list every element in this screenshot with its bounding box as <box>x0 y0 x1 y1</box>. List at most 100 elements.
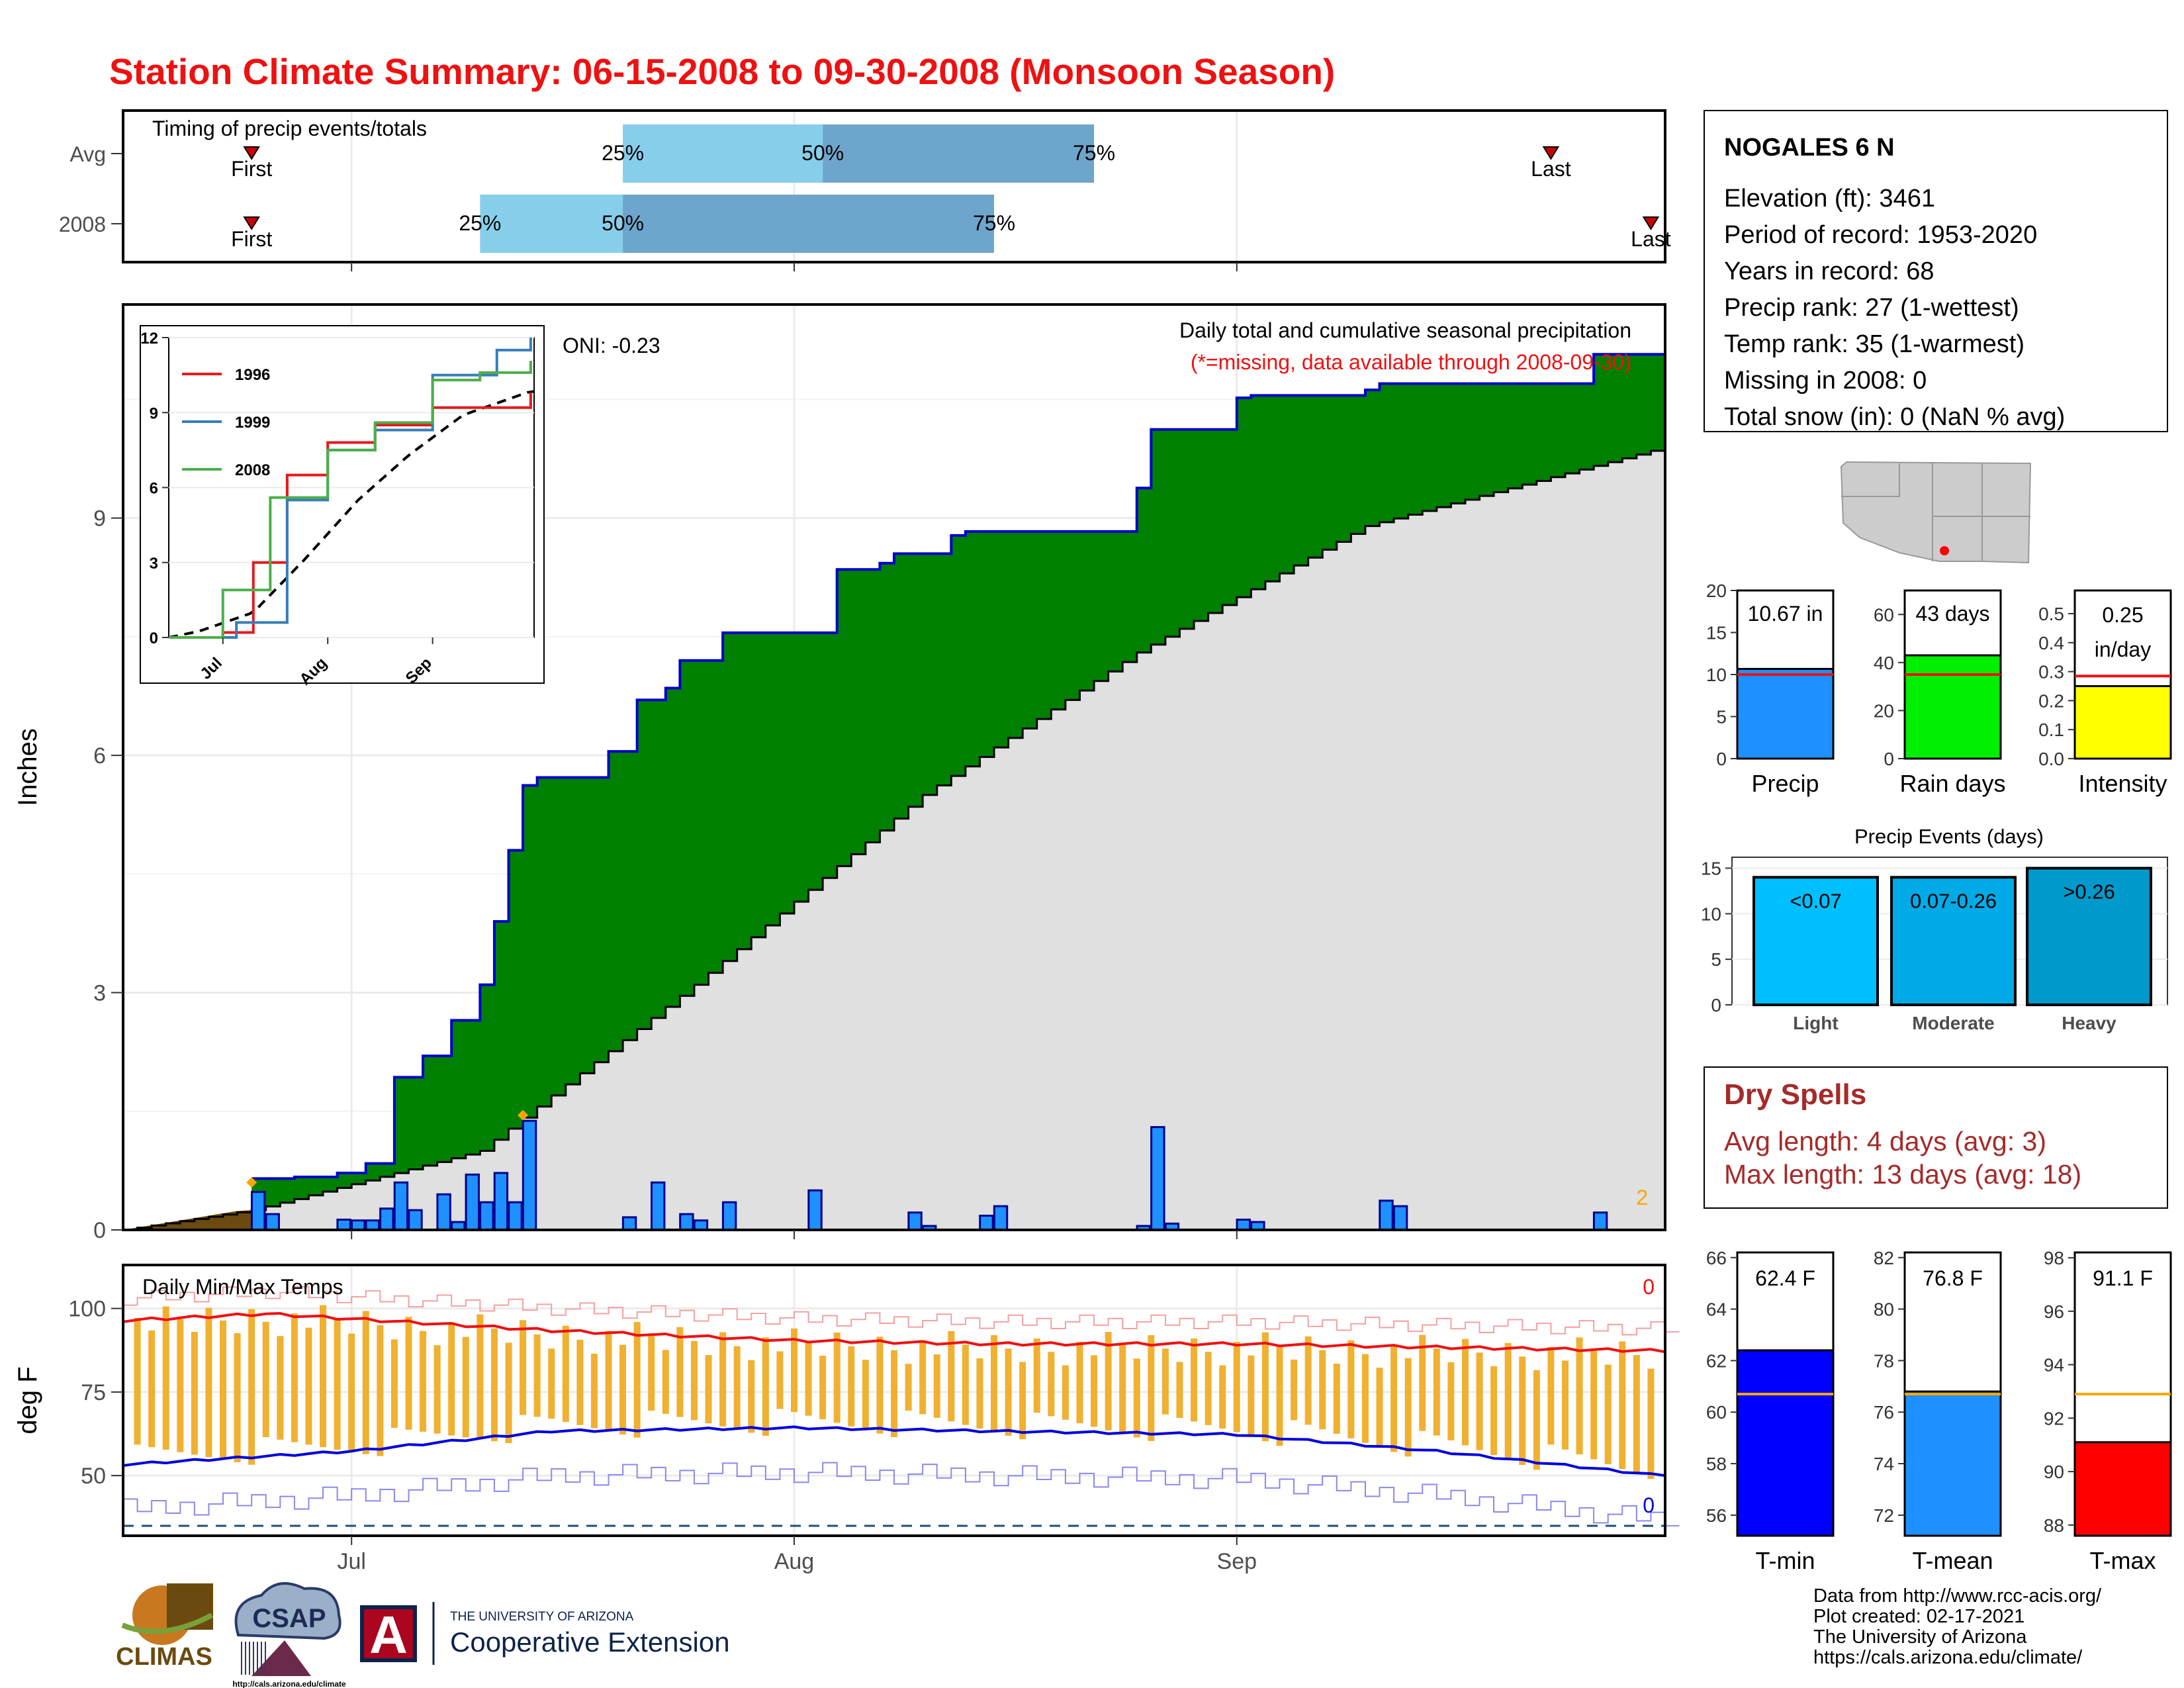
temp-gauge-tick-label: 94 <box>2044 1355 2064 1376</box>
precip-subtitle: Daily total and cumulative seasonal prec… <box>1179 318 1631 342</box>
daily-temp-bar <box>1333 1363 1340 1434</box>
daily-temp-bar <box>1547 1346 1555 1445</box>
temp-gauge-bar-T-max <box>2073 1441 2172 1537</box>
temp-gauge-tick-label: 58 <box>1706 1454 1727 1474</box>
daily-temp-bar <box>590 1353 598 1429</box>
events-tick-label: 15 <box>1701 859 1721 879</box>
daily-temp-bar <box>1276 1346 1283 1446</box>
precip-y-tick-label: 3 <box>93 981 106 1006</box>
daily-temp-bar <box>205 1307 212 1458</box>
daily-temp-bar <box>1347 1340 1355 1438</box>
gauge-tick-label: 60 <box>1874 604 1894 625</box>
daily-precip-bar <box>365 1219 380 1231</box>
daily-precip-bar <box>436 1193 451 1231</box>
gauge-tick-label: 20 <box>1706 581 1727 601</box>
daily-temp-bar <box>477 1314 484 1440</box>
temp-gauge-tick-label: 76 <box>1874 1402 1894 1423</box>
cumulative-2008-line <box>251 353 1665 1180</box>
timing-row-label: Avg <box>69 142 106 166</box>
station-info-line: Temp rank: 35 (1-warmest) <box>1724 330 2025 358</box>
daily-precip-bar <box>993 1205 1009 1231</box>
daily-temp-bar <box>805 1342 812 1416</box>
daily-temp-bar <box>1390 1344 1398 1452</box>
daily-temp-bar <box>1376 1368 1383 1448</box>
daily-temp-bar <box>833 1333 841 1423</box>
locator-map-borders <box>1841 463 2030 561</box>
inset-y-tick-label: 9 <box>150 404 158 422</box>
daily-temp-bar <box>648 1336 655 1411</box>
daily-temp-bar <box>733 1346 741 1430</box>
gauge-tick-label: 0.4 <box>2038 633 2064 653</box>
events-tick-label: 0 <box>1711 995 1721 1015</box>
gauge-bar-Precip <box>1736 667 1835 760</box>
timing-marker <box>243 216 260 230</box>
daily-precip-bar <box>350 1219 366 1231</box>
credit-line: https://cals.arizona.edu/climate/ <box>1813 1647 2083 1668</box>
ua-logo-letter: A <box>369 1605 408 1664</box>
daily-precip-bar <box>807 1189 823 1231</box>
temp-gauge-tick-label: 74 <box>1874 1454 1894 1474</box>
timing-marker-label: First <box>231 227 272 251</box>
daily-temp-bar <box>719 1332 727 1427</box>
daily-temp-bar <box>633 1322 641 1438</box>
daily-temp-bar <box>1476 1352 1483 1450</box>
gauge-tick-label: 10 <box>1706 665 1727 685</box>
daily-temp-bar <box>1304 1336 1312 1425</box>
daily-temp-bar <box>1091 1355 1098 1427</box>
inset-legend-label: 1996 <box>235 366 270 384</box>
temp-y-tick-label: 50 <box>81 1464 106 1489</box>
daily-temp-bar <box>1604 1364 1612 1464</box>
precip-y-label: Inches <box>13 728 42 806</box>
gauge-value-Precip: 10.67 in <box>1748 602 1823 626</box>
climas-logo-text: CLIMAS <box>116 1643 212 1671</box>
timing-bar-25-50 <box>623 124 823 183</box>
daily-precip-bar <box>1392 1205 1408 1231</box>
temp-gauge-value-T-min: 62.4 F <box>1755 1266 1815 1290</box>
daily-temp-bar <box>148 1330 156 1448</box>
csap-logo-text: CSAP <box>252 1604 326 1633</box>
daily-temp-bar <box>320 1305 327 1448</box>
daily-precip-bar <box>250 1191 266 1231</box>
station-name: NOGALES 6 N <box>1724 134 1895 162</box>
inset-normal-line <box>168 390 535 639</box>
events-bar-Light <box>1752 876 1879 1006</box>
daily-temp-bar <box>248 1309 255 1465</box>
events-x-label: Heavy <box>2062 1013 2116 1033</box>
daily-temp-bar <box>619 1344 627 1435</box>
events-bar-Heavy <box>2026 867 2152 1007</box>
station-info-line: Precip rank: 27 (1-wettest) <box>1724 294 2019 322</box>
precip-y-tick-label: 6 <box>93 743 106 769</box>
temp-y-tick-label: 100 <box>68 1297 106 1322</box>
daily-temp-bar <box>1205 1352 1212 1425</box>
daily-precip-bar <box>393 1181 409 1231</box>
daily-temp-bar <box>1148 1335 1155 1441</box>
events-bar-Moderate <box>1890 876 2017 1006</box>
temp-gauge-label-T-min: T-min <box>1756 1547 1815 1574</box>
temp-gauge-tick-label: 78 <box>1874 1350 1894 1371</box>
daily-temp-bar <box>505 1342 512 1444</box>
daily-temp-bar <box>976 1358 983 1429</box>
daily-temp-bar <box>1119 1345 1126 1434</box>
daily-temp-bar <box>1191 1338 1198 1422</box>
daily-temp-bar <box>748 1360 755 1433</box>
daily-temp-bar <box>162 1306 169 1450</box>
daily-precip-bar <box>621 1216 637 1231</box>
timing-p75-label: 75% <box>973 211 1015 235</box>
daily-temp-bar <box>662 1350 669 1414</box>
daily-temp-bar <box>933 1354 940 1418</box>
daily-temp-bar <box>962 1344 969 1425</box>
timing-p50-label: 50% <box>602 211 644 235</box>
locator-map-region <box>1840 461 2032 564</box>
temp-y-label: deg F <box>13 1366 42 1434</box>
daily-temp-bar <box>1504 1342 1512 1460</box>
gauge-tick-label: 40 <box>1874 653 1894 673</box>
temp-gauge-label-T-max: T-max <box>2089 1547 2156 1574</box>
inset-y-tick-label: 12 <box>140 330 158 348</box>
gauge-bar-Intensity <box>2073 685 2172 760</box>
ua-logo-block <box>360 1605 417 1662</box>
timing-marker-label: First <box>231 157 272 181</box>
ua-logo-line2: Cooperative Extension <box>450 1626 730 1658</box>
missing-count: 2 <box>1636 1186 1648 1209</box>
precip-y-tick-label: 0 <box>93 1218 106 1243</box>
temp-gauge-tick-label: 62 <box>1706 1350 1727 1371</box>
